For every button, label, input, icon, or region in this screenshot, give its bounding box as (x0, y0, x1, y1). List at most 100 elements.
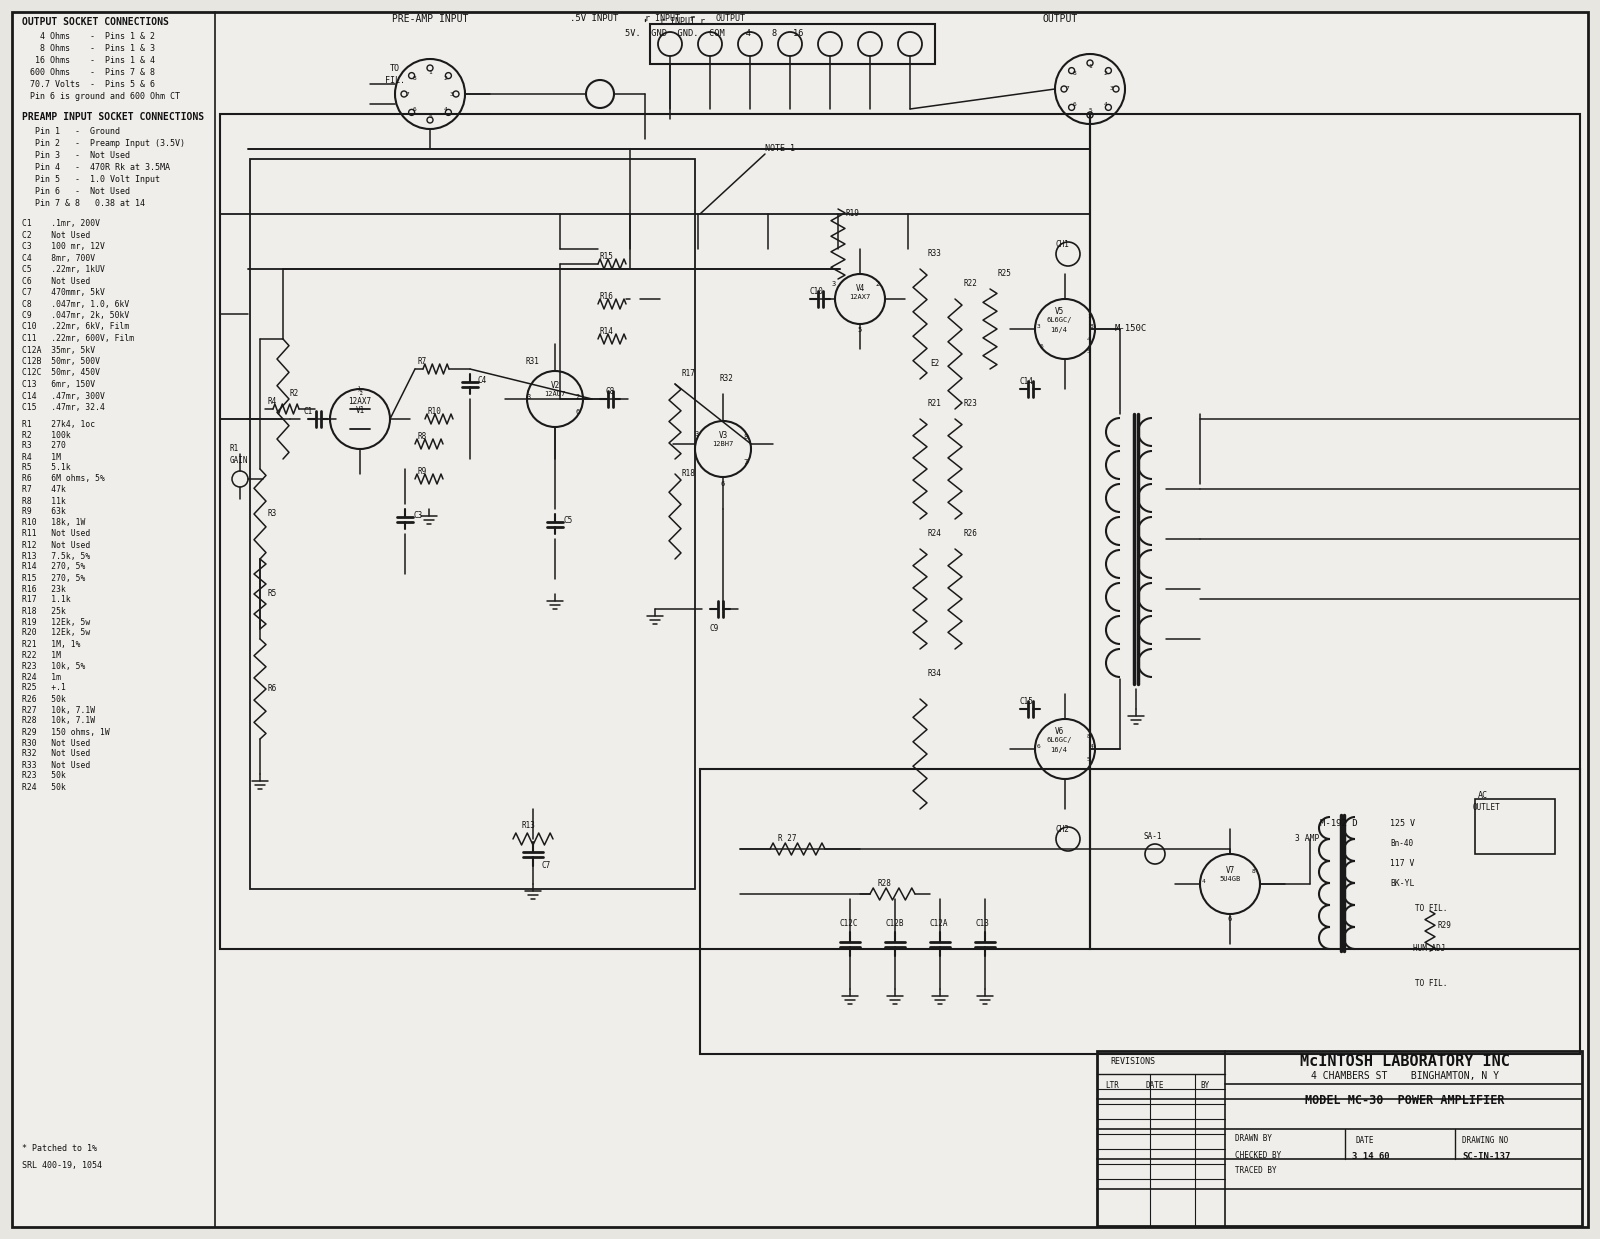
Circle shape (658, 32, 682, 56)
Text: 4: 4 (1202, 878, 1206, 883)
Text: C12B: C12B (885, 919, 904, 928)
Text: C12C  50mr, 450V: C12C 50mr, 450V (22, 368, 99, 378)
Text: R24   50k: R24 50k (22, 783, 66, 792)
Bar (1090, 114, 1581, 949)
Text: TO FIL.: TO FIL. (1414, 979, 1448, 987)
Text: R1: R1 (230, 444, 240, 453)
Text: HUM ADJ: HUM ADJ (1413, 944, 1445, 953)
Text: CH2: CH2 (1056, 825, 1070, 834)
Text: R33   Not Used: R33 Not Used (22, 761, 90, 769)
Text: C15   .47mr, 32.4: C15 .47mr, 32.4 (22, 403, 106, 413)
Text: C14   .47mr, 300V: C14 .47mr, 300V (22, 392, 106, 400)
Text: 2: 2 (1104, 71, 1107, 76)
Text: C10: C10 (810, 287, 824, 296)
Text: 6: 6 (722, 481, 725, 487)
Text: R32   Not Used: R32 Not Used (22, 750, 90, 758)
Text: V6: V6 (1054, 727, 1064, 736)
Circle shape (818, 32, 842, 56)
Text: R5: R5 (267, 589, 277, 598)
Text: R12   Not Used: R12 Not Used (22, 540, 90, 550)
Text: C4: C4 (478, 375, 488, 385)
Text: 12AU7: 12AU7 (544, 392, 566, 396)
Text: R 27: R 27 (778, 834, 797, 843)
Text: AC: AC (1478, 790, 1488, 800)
Text: R22   1M: R22 1M (22, 650, 61, 659)
Bar (701, 769, 1581, 1054)
Text: DATE: DATE (1355, 1136, 1373, 1145)
Text: R3    270: R3 270 (22, 441, 66, 451)
Text: TO: TO (390, 64, 400, 73)
Text: R3: R3 (267, 509, 277, 518)
Text: 600 Ohms    -  Pins 7 & 8: 600 Ohms - Pins 7 & 8 (26, 68, 155, 77)
Text: C12A: C12A (930, 919, 949, 928)
Text: R33: R33 (928, 249, 942, 258)
Text: R8: R8 (418, 432, 426, 441)
Text: C13: C13 (974, 919, 989, 928)
Text: 7: 7 (742, 458, 747, 465)
Text: 5U4GB: 5U4GB (1219, 876, 1240, 882)
Text: R24   1m: R24 1m (22, 673, 61, 681)
Text: DRAWN BY: DRAWN BY (1235, 1134, 1272, 1144)
Circle shape (408, 73, 414, 78)
Text: 16/4: 16/4 (1051, 327, 1067, 333)
Text: 6: 6 (413, 107, 416, 112)
Text: R1    27k4, 1oc: R1 27k4, 1oc (22, 420, 94, 429)
Text: V5: V5 (1054, 307, 1064, 316)
Text: 6: 6 (1227, 916, 1232, 922)
Text: R26   50k: R26 50k (22, 695, 66, 704)
Circle shape (408, 109, 414, 115)
Bar (1475, 799, 1555, 854)
Text: R32: R32 (720, 374, 734, 383)
Text: 117 V: 117 V (1390, 859, 1414, 869)
Text: OUTLET: OUTLET (1474, 803, 1501, 812)
Text: 3: 3 (526, 394, 531, 400)
Text: 5: 5 (1086, 349, 1091, 354)
Text: 12AX7: 12AX7 (850, 294, 870, 300)
Text: 8: 8 (1251, 869, 1256, 873)
Text: Pin 5   -  1.0 Volt Input: Pin 5 - 1.0 Volt Input (26, 175, 160, 185)
Text: R20   12Ek, 5w: R20 12Ek, 5w (22, 628, 90, 638)
Text: * Patched to 1%: * Patched to 1% (22, 1144, 98, 1154)
Text: C3    100 mr, 12V: C3 100 mr, 12V (22, 242, 106, 252)
Circle shape (1086, 112, 1093, 118)
Circle shape (427, 64, 434, 71)
Text: 8: 8 (742, 434, 747, 440)
Text: R2    100k: R2 100k (22, 430, 70, 440)
Bar (221, 114, 1090, 949)
Text: McINTOSH LABORATORY INC: McINTOSH LABORATORY INC (1301, 1054, 1510, 1069)
Text: R18   25k: R18 25k (22, 607, 66, 616)
Text: OUTPUT: OUTPUT (715, 14, 746, 24)
Text: SRL 400-19, 1054: SRL 400-19, 1054 (22, 1161, 102, 1170)
Text: 6: 6 (574, 409, 579, 415)
Text: 4: 4 (1090, 743, 1094, 750)
Text: 16 Ohms    -  Pins 1 & 4: 16 Ohms - Pins 1 & 4 (26, 56, 155, 64)
Text: R26: R26 (963, 529, 978, 538)
Circle shape (738, 32, 762, 56)
Text: 2: 2 (875, 281, 880, 287)
Bar (650, 24, 934, 64)
Text: R29: R29 (1438, 921, 1451, 930)
Text: R7    47k: R7 47k (22, 486, 66, 494)
Text: R6: R6 (267, 684, 277, 693)
Text: 8: 8 (1072, 71, 1077, 76)
Text: OUTPUT: OUTPUT (1042, 14, 1078, 24)
Text: C11   .22mr, 600V, Film: C11 .22mr, 600V, Film (22, 335, 134, 343)
Text: R17   1.1k: R17 1.1k (22, 596, 70, 605)
Circle shape (1069, 104, 1075, 110)
Text: V3: V3 (718, 431, 728, 440)
Circle shape (445, 109, 451, 115)
Text: 4: 4 (1086, 337, 1091, 342)
Text: R23: R23 (963, 399, 978, 408)
Text: 125 V: 125 V (1390, 819, 1414, 828)
Text: 2: 2 (443, 76, 448, 81)
Text: 12BH7: 12BH7 (712, 441, 734, 447)
Text: 7: 7 (406, 92, 410, 97)
Text: 4 Ohms    -  Pins 1 & 2: 4 Ohms - Pins 1 & 2 (26, 32, 155, 41)
Text: GAIN: GAIN (230, 456, 248, 465)
Text: R25: R25 (998, 269, 1011, 278)
Text: R13   7.5k, 5%: R13 7.5k, 5% (22, 551, 90, 560)
Text: 4 CHAMBERS ST    BINGHAMTON, N Y: 4 CHAMBERS ST BINGHAMTON, N Y (1310, 1070, 1499, 1080)
Text: R14: R14 (600, 327, 614, 336)
Text: ½: ½ (357, 387, 363, 396)
Text: R4: R4 (267, 396, 277, 406)
